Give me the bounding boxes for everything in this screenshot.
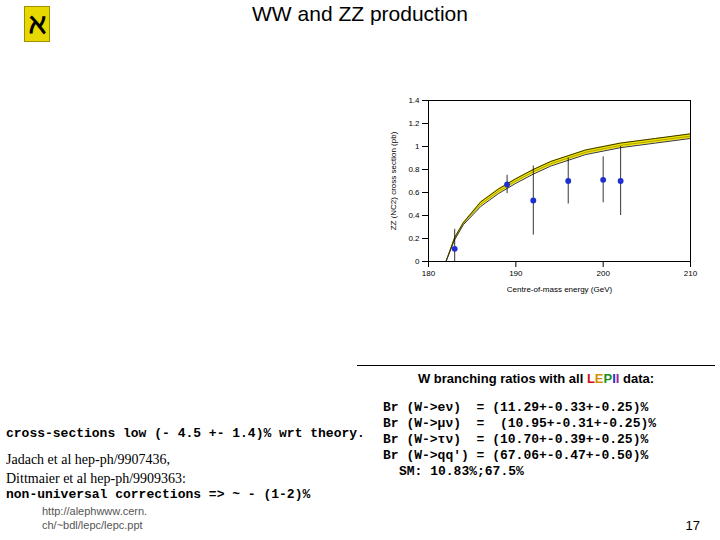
svg-text:0.4: 0.4 xyxy=(408,211,420,220)
svg-text:190: 190 xyxy=(509,269,523,278)
svg-text:0.8: 0.8 xyxy=(408,165,420,174)
html-text:Jadach et al hep-ph/9907436,: Jadach et al hep-ph/9907436, xyxy=(6,452,171,467)
html-text:ch/~bdl/lepc/lepc.ppt: ch/~bdl/lepc/lepc.ppt xyxy=(42,519,143,531)
html-text:Dittmaier et al hep-ph/9909363: Dittmaier et al hep-ph/9909363: xyxy=(6,471,186,486)
svg-text:1.2: 1.2 xyxy=(408,119,420,128)
svg-text:0.2: 0.2 xyxy=(408,234,420,243)
html-text:cross-sections low (- 4.5 +- 1: cross-sections low (- 4.5 +- 1.4)% wrt t… xyxy=(6,426,365,441)
html-text:http://alephwww.cern.: http://alephwww.cern. xyxy=(42,505,148,517)
svg-text:0.6: 0.6 xyxy=(408,188,420,197)
html-text:Br (W->τν) = (10.70+-0.39+-0.2: Br (W->τν) = (10.70+-0.39+-0.25)% xyxy=(383,432,649,447)
svg-text:200: 200 xyxy=(596,269,610,278)
svg-text:210: 210 xyxy=(684,269,698,278)
svg-text:Centre-of-mass energy (GeV): Centre-of-mass energy (GeV) xyxy=(507,285,613,294)
html-text:Br (W->eν) = (11.29+-0.33+-0.2: Br (W->eν) = (11.29+-0.33+-0.25)% xyxy=(383,400,649,415)
svg-text:1: 1 xyxy=(415,142,420,151)
html-text:Br (W->μν) = (10.95+-0.31+-0.2: Br (W->μν) = (10.95+-0.31+-0.25)% xyxy=(383,416,656,431)
html-text:17: 17 xyxy=(685,518,700,533)
html-text:WW and ZZ production: WW and ZZ production xyxy=(252,2,468,25)
html-text:ℵ: ℵ xyxy=(28,7,46,40)
html-text:SM: 10.83%;67.5%: SM: 10.83%;67.5% xyxy=(399,464,524,479)
svg-text:1.4: 1.4 xyxy=(408,96,420,105)
html-text:non-universal corrections => ~: non-universal corrections => ~ - (1-2)% xyxy=(6,487,311,502)
svg-text:0: 0 xyxy=(415,257,420,266)
html-text:W branching ratios with all L: W branching ratios with all L E P I I da… xyxy=(417,371,655,386)
svg-text:180: 180 xyxy=(422,269,436,278)
svg-text:ZZ (NC2) cross section (pb): ZZ (NC2) cross section (pb) xyxy=(389,131,398,230)
html-text:Br (W->qq') = (67.06+-0.47+-0.: Br (W->qq') = (67.06+-0.47+-0.50)% xyxy=(383,448,649,463)
